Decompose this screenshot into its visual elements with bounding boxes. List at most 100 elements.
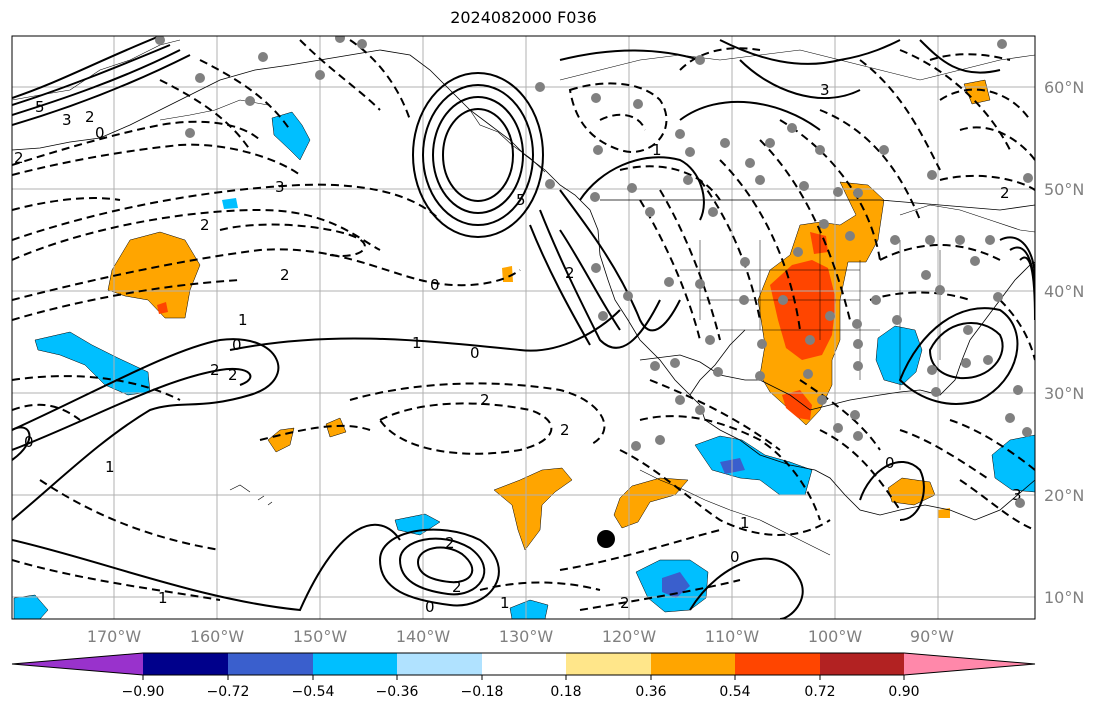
- colorbar-segment: [735, 653, 820, 675]
- latitude-label: 30°N: [1044, 384, 1084, 403]
- longitude-label: 160°W: [190, 627, 245, 646]
- latitude-label: 10°N: [1044, 588, 1084, 607]
- strong-positive-anomaly-region: [157, 302, 168, 314]
- colorbar-tick-label: −0.36: [376, 684, 419, 700]
- longitude-label: 150°W: [293, 627, 348, 646]
- contour-label: 2: [620, 594, 630, 612]
- dashed-contours: [12, 39, 1035, 611]
- positive-anomaly-region: [502, 266, 513, 282]
- graticule: [12, 36, 1035, 619]
- shaded-fields: [13, 79, 1035, 619]
- contour-label: 0: [232, 336, 242, 354]
- negative-anomaly-region: [875, 325, 923, 386]
- contour-label: 0: [430, 276, 440, 294]
- contour-label: 3: [62, 111, 72, 129]
- contour-label: 0: [95, 124, 105, 142]
- colorbar-segment: [904, 653, 1035, 675]
- contour-label: 2: [452, 578, 462, 596]
- contour-label: 1: [500, 594, 510, 612]
- contour-label: 1: [238, 311, 248, 329]
- negative-anomaly-region: [991, 434, 1035, 493]
- contour-label: 2: [14, 149, 24, 167]
- latitude-label: 40°N: [1044, 282, 1084, 301]
- contour-labels: 5 3 2 0 2 3 5 0 2 2 3 2 1 0 2 2 1 0 2 2 …: [14, 81, 1022, 616]
- positive-anomaly-region: [493, 467, 573, 551]
- latitude-axis: 60°N 50°N 40°N 30°N 20°N 10°N: [1044, 78, 1084, 607]
- contour-label: 0: [885, 454, 895, 472]
- positive-anomaly-region: [325, 417, 347, 438]
- negative-anomaly-region: [394, 513, 441, 536]
- contour-label: 1: [652, 141, 662, 159]
- positive-anomaly-region: [107, 231, 201, 319]
- latitude-label: 60°N: [1044, 78, 1084, 97]
- map-panel: 5 3 2 0 2 3 5 0 2 2 3 2 1 0 2 2 1 0 2 2 …: [12, 36, 1035, 619]
- contour-label: 2: [480, 391, 490, 409]
- contour-label: 0: [730, 548, 740, 566]
- longitude-label: 90°W: [910, 627, 954, 646]
- longitude-label: 120°W: [602, 627, 657, 646]
- colorbar-segment: [482, 653, 566, 675]
- contour-label: 0: [470, 344, 480, 362]
- negative-anomaly-region: [13, 594, 49, 619]
- colorbar-tick-label: −0.72: [207, 684, 250, 700]
- positive-anomaly-region: [938, 508, 950, 518]
- positive-anomaly-region: [963, 79, 991, 105]
- negative-anomaly-region: [222, 198, 238, 209]
- colorbar-segment: [228, 653, 313, 675]
- colorbar: −0.90 −0.72 −0.54 −0.36 −0.18 0.18 0.36 …: [11, 652, 1036, 700]
- contour-label: 2: [560, 421, 570, 439]
- negative-anomaly-region: [271, 111, 311, 161]
- colorbar-segment: [12, 653, 143, 675]
- longitude-label: 100°W: [808, 627, 863, 646]
- highlight-marker: [597, 530, 615, 548]
- longitude-axis: 170°W 160°W 150°W 140°W 130°W 120°W 110°…: [87, 627, 954, 646]
- colorbar-tick-label: 0.72: [804, 684, 835, 700]
- contour-label: 1: [158, 589, 168, 607]
- contour-label: 0: [425, 598, 435, 616]
- colorbar-tick-label: 0.18: [550, 684, 581, 700]
- contour-label: 3: [275, 178, 285, 196]
- colorbar-tick-label: −0.18: [461, 684, 504, 700]
- strong-positive-anomaly-region: [782, 390, 812, 420]
- contour-label: 1: [105, 458, 115, 476]
- colorbar-tick-label: 0.36: [635, 684, 666, 700]
- map-title: 2024082000 F036: [450, 8, 597, 27]
- longitude-label: 130°W: [499, 627, 554, 646]
- negative-anomaly-region: [509, 599, 549, 619]
- contour-label: 2: [210, 361, 220, 379]
- positive-anomaly-region: [613, 477, 689, 529]
- colorbar-segment: [397, 653, 482, 675]
- map-frame: [11, 35, 1036, 620]
- contour-label: 0: [24, 433, 34, 451]
- contour-label: 2: [280, 266, 290, 284]
- colorbar-tick-label: −0.90: [122, 684, 165, 700]
- latitude-label: 20°N: [1044, 486, 1084, 505]
- contour-label: 2: [85, 108, 95, 126]
- contour-label: 1: [740, 514, 750, 532]
- colorbar-segment: [651, 653, 735, 675]
- longitude-label: 170°W: [87, 627, 142, 646]
- strong-positive-anomaly-region: [770, 260, 836, 360]
- contour-label: 5: [35, 98, 45, 116]
- contour-label: 2: [565, 264, 575, 282]
- strong-positive-anomaly-region: [810, 232, 828, 254]
- contour-label: 1: [412, 334, 422, 352]
- colorbar-segment: [820, 653, 904, 675]
- colorbar-segment: [566, 653, 651, 675]
- colorbar-tick-label: 0.54: [719, 684, 750, 700]
- station-markers: [155, 36, 1033, 508]
- contour-label: 3: [1012, 486, 1022, 504]
- longitude-label: 140°W: [396, 627, 451, 646]
- contour-label: 3: [820, 81, 830, 99]
- contour-label: 5: [516, 191, 526, 209]
- contour-label: 2: [228, 366, 238, 384]
- latitude-label: 50°N: [1044, 180, 1084, 199]
- contour-label: 2: [445, 534, 455, 552]
- colorbar-tick-label: 0.90: [888, 684, 919, 700]
- colorbar-tick-label: −0.54: [292, 684, 335, 700]
- colorbar-segment: [313, 653, 397, 675]
- longitude-label: 110°W: [705, 627, 760, 646]
- colorbar-segment: [143, 653, 228, 675]
- contour-label: 2: [1000, 184, 1010, 202]
